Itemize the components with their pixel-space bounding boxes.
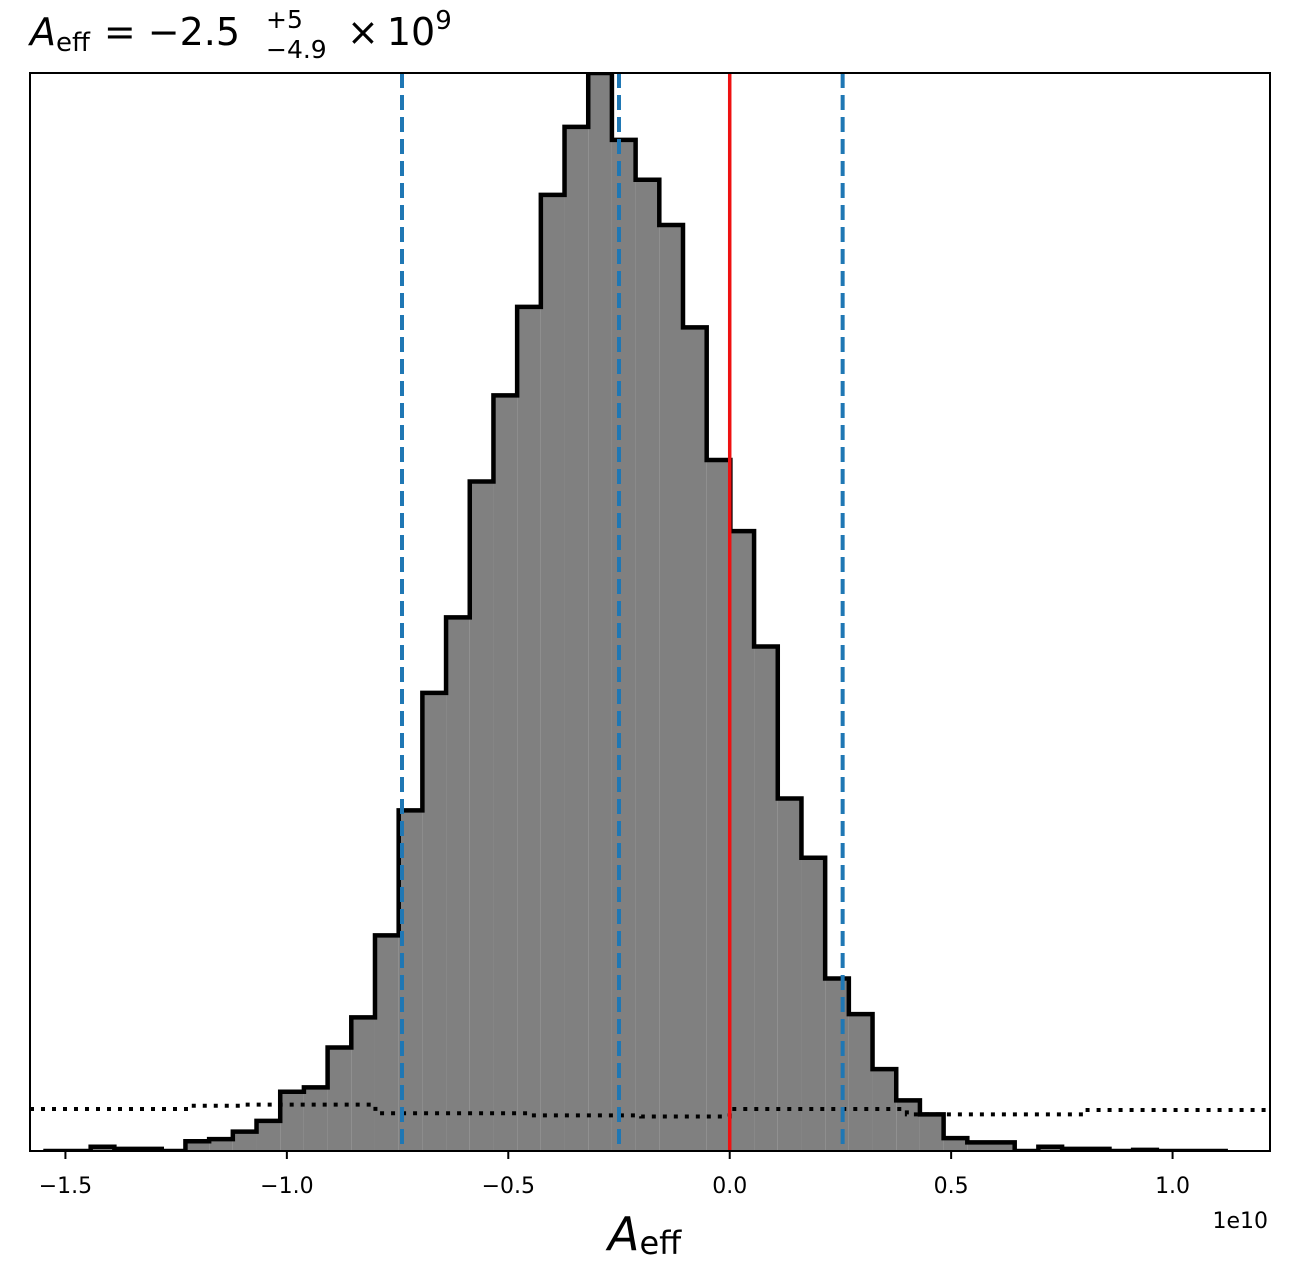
histogram-bar: [446, 617, 470, 1151]
histogram-bar: [919, 1114, 944, 1151]
histogram-bar: [588, 73, 612, 1151]
histogram-bar: [754, 646, 778, 1151]
histogram-bar: [659, 224, 683, 1151]
histogram-bar: [801, 857, 826, 1151]
x-tick-label: 1.0: [1155, 1174, 1190, 1199]
posterior-histogram-outline: [43, 73, 1228, 1151]
histogram-bar: [967, 1142, 991, 1151]
histogram-bar: [469, 481, 494, 1151]
x-tick-label: −0.5: [482, 1174, 535, 1199]
histogram-bar: [232, 1131, 257, 1151]
histogram-bar: [398, 810, 423, 1151]
title-lower-error: −4.9: [266, 35, 327, 64]
histogram-bar: [540, 194, 565, 1151]
prior-histogram-dotted: [30, 1102, 1270, 1119]
title-times: ×: [347, 10, 379, 54]
histogram-bar: [517, 306, 541, 1151]
title-scale-base: 10: [387, 10, 435, 54]
x-axis-label: Aeff: [605, 1207, 682, 1262]
histogram-bar: [327, 1047, 352, 1151]
x-tick-label: −1.0: [260, 1174, 313, 1199]
x-tick-label: 0.5: [934, 1174, 969, 1199]
histogram-bar: [611, 139, 636, 1151]
x-axis-label-symbol: A: [605, 1207, 639, 1261]
chart-title: Aeff = −2.5: [27, 10, 240, 58]
histogram-bar: [280, 1091, 304, 1151]
title-median: −2.5: [148, 10, 240, 54]
histogram-bar: [209, 1139, 233, 1151]
x-axis-offset-label: 1e10: [1212, 1209, 1268, 1234]
plot-area: [30, 73, 1270, 1151]
histogram-bar: [422, 692, 447, 1151]
histogram-bar: [374, 935, 399, 1151]
x-axis-ticks: −1.5 −1.0 −0.5 0.0 0.5 1.0: [39, 1151, 1190, 1199]
x-tick-label: 0.0: [712, 1174, 747, 1199]
histogram-bar: [848, 1014, 873, 1151]
title-scale-exponent: 9: [435, 6, 452, 36]
title-symbol: A: [27, 10, 56, 54]
histogram-bar: [351, 1017, 375, 1151]
histogram-bar: [635, 179, 660, 1151]
histogram-bar: [943, 1138, 968, 1151]
histogram-bar: [730, 531, 755, 1151]
title-subscript: eff: [56, 28, 91, 58]
title-upper-error: +5: [266, 5, 303, 34]
histogram-bar: [872, 1069, 897, 1151]
x-axis-label-subscript: eff: [639, 1224, 682, 1262]
histogram-bar: [256, 1120, 281, 1151]
histogram-bar: [706, 460, 731, 1151]
histogram-bar: [991, 1142, 1015, 1151]
histogram-bar: [777, 798, 802, 1151]
title-equals: =: [104, 10, 136, 54]
histogram-bar: [185, 1141, 210, 1151]
histogram-bar: [493, 395, 518, 1151]
histogram-bar: [682, 327, 707, 1151]
histogram-bar: [303, 1087, 328, 1151]
x-tick-label: −1.5: [39, 1174, 92, 1199]
histogram-bar: [825, 978, 849, 1151]
histogram-bar: [564, 126, 589, 1151]
axes-frame: [29, 72, 1271, 1152]
title-scale: × 109: [347, 6, 452, 54]
